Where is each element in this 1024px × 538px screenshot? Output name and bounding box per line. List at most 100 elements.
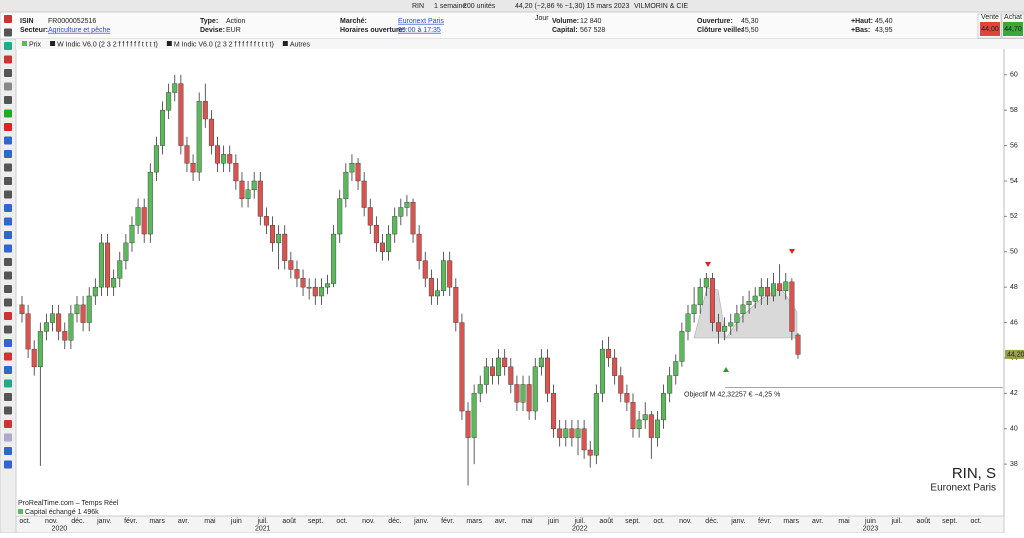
tool-icon[interactable]	[4, 150, 12, 158]
units-select[interactable]: 200 unités	[463, 3, 496, 10]
tool-icon[interactable]	[4, 217, 12, 226]
tool-icon[interactable]	[4, 123, 12, 131]
tool-icon[interactable]	[4, 460, 12, 469]
tool-icon[interactable]	[4, 244, 12, 253]
tool-icon[interactable]	[4, 420, 12, 428]
legend-entry[interactable]: Autres	[290, 41, 311, 48]
tool-icon[interactable]	[4, 447, 12, 455]
volume-value: 1 496k	[78, 509, 100, 516]
period-tab[interactable]: Jour	[535, 15, 549, 22]
tool-icon[interactable]	[4, 352, 12, 361]
tool-icon[interactable]	[4, 163, 12, 172]
candle-body	[728, 322, 734, 327]
field-label: Volume:	[552, 18, 579, 25]
candle-body	[593, 393, 599, 456]
candle-body	[43, 322, 49, 332]
legend-swatch[interactable]	[282, 41, 288, 46]
tool-icon[interactable]	[4, 393, 12, 401]
x-tick-label: oct.	[19, 518, 30, 525]
candle-body	[349, 163, 355, 173]
tool-icons	[4, 15, 12, 469]
instrument-name: VILMORIN & CIE	[634, 3, 688, 10]
candle-body	[288, 260, 294, 270]
candle-body	[557, 428, 563, 438]
candle-body	[563, 428, 569, 438]
tool-icon[interactable]	[4, 312, 12, 320]
tool-icon[interactable]	[4, 109, 12, 118]
tool-icon[interactable]	[4, 15, 12, 23]
x-tick-label: août	[599, 518, 613, 525]
tool-icon[interactable]	[4, 258, 12, 266]
candle-body	[184, 145, 190, 164]
tool-icon[interactable]	[4, 55, 12, 64]
legend-swatch[interactable]	[22, 41, 27, 46]
symbol-select[interactable]: RIN	[412, 3, 424, 10]
x-tick-label: mai	[521, 518, 533, 525]
candle-body	[86, 295, 92, 323]
legend-entry[interactable]: W Indic V6.0 (2 3 2 f f f f f f t t t t)	[57, 41, 158, 48]
candle-body	[795, 334, 801, 355]
year-label: 2022	[572, 525, 588, 532]
candle-body	[685, 313, 691, 332]
tool-icon[interactable]	[4, 325, 12, 334]
field-link[interactable]: Euronext Paris	[398, 18, 444, 25]
y-tick-label: 52	[1010, 213, 1018, 220]
candle-body	[172, 83, 178, 93]
tool-icon[interactable]	[4, 339, 12, 347]
ask-value[interactable]: 44,70	[1004, 26, 1022, 33]
tool-icon[interactable]	[4, 298, 12, 307]
volume-swatch[interactable]	[18, 509, 23, 514]
candle-body	[56, 313, 62, 332]
candle-body	[25, 313, 31, 350]
candle-body	[667, 375, 673, 394]
candle-body	[233, 163, 239, 182]
candle-body	[447, 260, 453, 288]
candle-body	[68, 313, 74, 341]
pattern-zone	[693, 286, 798, 339]
bid-value[interactable]: 44,00	[981, 26, 999, 33]
tool-icon[interactable]	[4, 366, 12, 374]
tool-icon[interactable]	[4, 82, 12, 91]
candle-body	[37, 331, 43, 368]
tool-icon[interactable]	[4, 433, 12, 442]
tool-icon[interactable]	[4, 379, 12, 388]
legend-swatch[interactable]	[166, 41, 172, 46]
tool-icon[interactable]	[4, 285, 12, 293]
tool-icon[interactable]	[4, 96, 12, 104]
candle-body	[551, 393, 557, 429]
field-label: Marché:	[340, 18, 367, 25]
candle-body	[752, 295, 758, 302]
tool-icon[interactable]	[4, 177, 12, 185]
tool-icon[interactable]	[4, 271, 12, 280]
tool-icon[interactable]	[4, 406, 12, 415]
field-value: EUR	[226, 27, 241, 34]
field-link[interactable]: 09:00 à 17:35	[398, 27, 441, 34]
tool-icon[interactable]	[4, 231, 12, 239]
tool-icon[interactable]	[4, 28, 12, 37]
candle-body	[251, 180, 257, 191]
field-label: ISIN	[20, 18, 34, 25]
candle-body	[398, 207, 404, 217]
tool-icon[interactable]	[4, 42, 12, 50]
candle-body	[514, 384, 520, 403]
candle-body	[489, 366, 495, 376]
tool-icon[interactable]	[4, 69, 12, 77]
candle-body	[190, 163, 196, 173]
y-tick-label: 38	[1010, 461, 1018, 468]
y-tick-label: 58	[1010, 107, 1018, 114]
tool-icon[interactable]	[4, 190, 12, 199]
tool-icon[interactable]	[4, 136, 12, 145]
info-panel	[0, 11, 1024, 40]
candle-body	[221, 154, 227, 164]
field-link[interactable]: Agriculture et pêche	[48, 27, 110, 34]
legend-entry[interactable]: M Indic V6.0 (2 3 2 f f f f f f t t t t)	[174, 41, 274, 48]
legend-entry[interactable]: Prix	[29, 41, 42, 48]
field-label: Horaires ouverture:	[340, 27, 405, 34]
period-select[interactable]: 1 semaine	[434, 3, 466, 10]
field-value: Action	[226, 18, 246, 25]
x-tick-label: juin	[547, 518, 559, 525]
tool-icon[interactable]	[4, 204, 12, 212]
candle-body	[538, 357, 544, 368]
legend-swatch[interactable]	[50, 41, 56, 46]
